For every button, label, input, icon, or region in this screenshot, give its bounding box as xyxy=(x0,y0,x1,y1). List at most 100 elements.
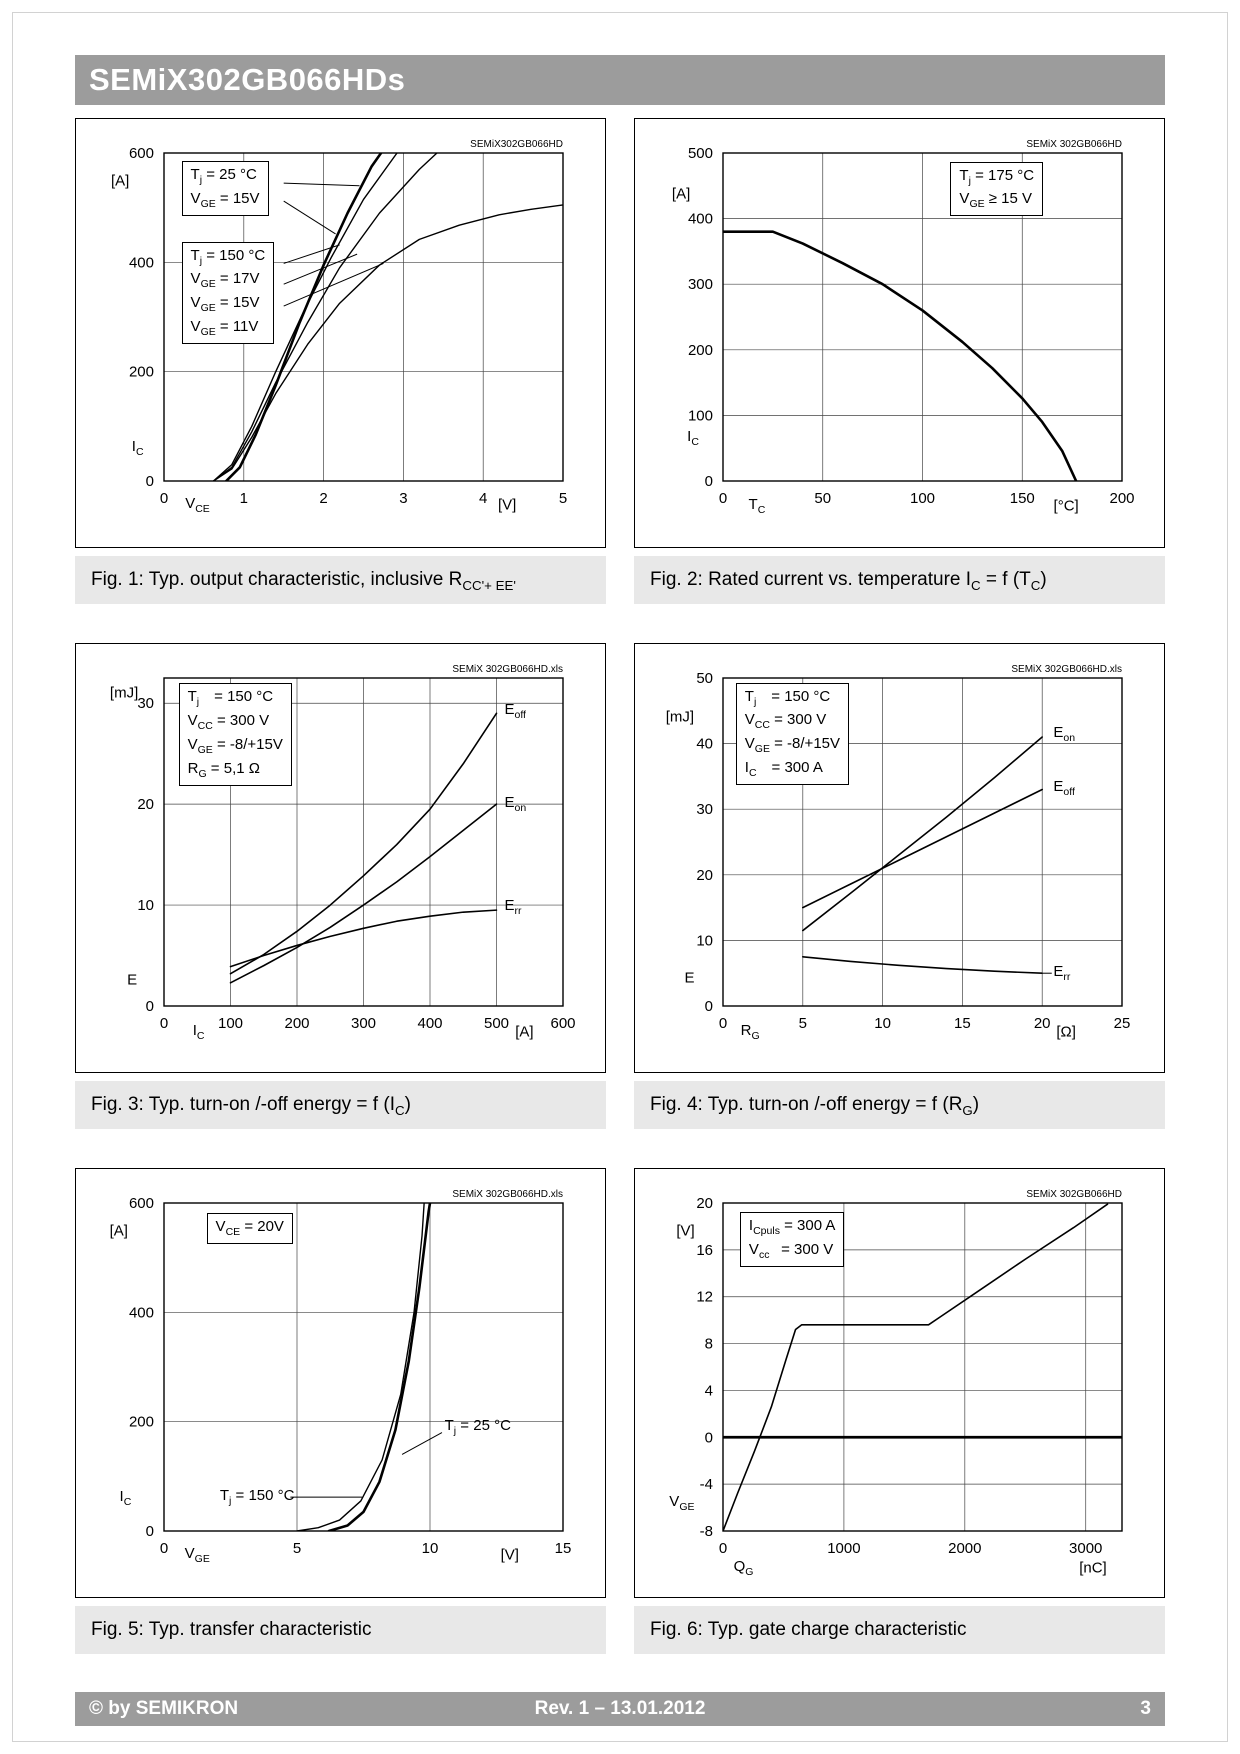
x-tick-label: 100 xyxy=(910,490,935,507)
annotation-line: Tj = 150 °C xyxy=(190,246,266,267)
x-tick-label: 5 xyxy=(293,1540,301,1557)
y-tick-label: 8 xyxy=(705,1336,713,1353)
x-tick-label: 5 xyxy=(559,490,567,507)
annotation-box: Tj = 25 °C VGE = 15V xyxy=(181,161,269,216)
series-err xyxy=(802,955,1044,975)
figure-3-caption: Fig. 3: Typ. turn-on /-off energy = f (I… xyxy=(75,1081,606,1129)
figure-4-caption: Fig. 4: Typ. turn-on /-off energy = f (R… xyxy=(634,1081,1165,1129)
annotation-line: ICpuls = 300 A xyxy=(748,1217,836,1238)
leader-line xyxy=(401,1432,443,1455)
x-tick-label: 2 xyxy=(319,490,327,507)
leader-line xyxy=(283,182,360,187)
annotation-box: Tj = 150 °C VCC = 300 V VGE = -8/+15V IC = … xyxy=(735,682,850,786)
y-quantity: E xyxy=(684,969,695,987)
series-tj150-vge15 xyxy=(212,153,438,481)
annotation-line: VGE = -8/+15V xyxy=(744,735,841,756)
watermark-text: SEMiX 302GB066HD xyxy=(1026,139,1122,150)
annotation-line: Tj = 175 °C xyxy=(959,166,1035,187)
series-eoff xyxy=(229,712,498,975)
x-tick-label: 20 xyxy=(1034,1015,1051,1032)
annotation-line: VGE ≥ 15 V xyxy=(959,190,1033,211)
y-tick-label: 30 xyxy=(137,695,154,712)
x-unit: [A] xyxy=(515,1023,534,1041)
x-tick-label: 400 xyxy=(417,1015,442,1032)
x-quantity: RG xyxy=(740,1021,760,1042)
figure-2: 0 50 100 150 200 0 100 200 300 400 500 SEMiX 302GB0… xyxy=(634,118,1165,604)
x-quantity: IC xyxy=(192,1022,205,1043)
watermark-text: SEMiX 302GB066HD xyxy=(1026,1189,1122,1200)
x-tick-label: 25 xyxy=(1114,1015,1131,1032)
series-eoff xyxy=(802,788,1044,909)
y-unit: [mJ] xyxy=(665,708,695,726)
series-label-eoff: Eoff xyxy=(504,701,526,722)
series-label-eon: Eon xyxy=(504,794,527,815)
y-tick-label: 12 xyxy=(696,1289,713,1306)
series-label-err: Err xyxy=(504,897,522,918)
y-unit: [mJ] xyxy=(109,684,139,702)
plot-border xyxy=(722,152,1123,482)
series-label-err: Err xyxy=(1053,963,1071,984)
series-tj150-vge11 xyxy=(212,204,563,481)
series-tj150-vge17 xyxy=(212,153,398,481)
leader-line xyxy=(283,200,336,235)
chart-switching-energy-vs-rg: 0 5 10 15 20 25 0 10 20 30 40 50 SEMiX 302GB066HD.xl… xyxy=(634,643,1165,1073)
y-tick-label: 20 xyxy=(696,1195,713,1212)
x-tick-label: 1000 xyxy=(827,1540,860,1557)
annotation-line: Vcc = 300 V xyxy=(748,1241,834,1262)
footer-copyright: © by SEMIKRON xyxy=(89,1698,239,1719)
x-tick-label: 4 xyxy=(479,490,487,507)
y-tick-label: 200 xyxy=(688,342,713,359)
curve-label-tj25: Tj = 25 °C xyxy=(444,1417,511,1438)
annotation-box: VCE = 20V xyxy=(206,1212,293,1244)
x-tick-label: 200 xyxy=(284,1015,309,1032)
x-tick-label: 1 xyxy=(240,490,248,507)
y-tick-label: 10 xyxy=(696,932,713,949)
footer-revision: Rev. 1 – 13.01.2012 xyxy=(534,1698,706,1719)
y-tick-label: 0 xyxy=(705,998,713,1015)
y-tick-label: 4 xyxy=(705,1382,713,1399)
x-tick-label: 0 xyxy=(719,1015,727,1032)
annotation-box: Tj = 150 °C VCC = 300 V VGE = -8/+15V RG = … xyxy=(178,683,292,786)
annotation-line: Tj = 150 °C xyxy=(187,688,274,709)
figure-2-caption: Fig. 2: Rated current vs. temperature IC… xyxy=(634,556,1165,604)
x-tick-label: 0 xyxy=(719,1540,727,1557)
x-tick-label: 15 xyxy=(954,1015,971,1032)
x-tick-label: 150 xyxy=(1010,490,1035,507)
figure-5-caption: Fig. 5: Typ. transfer characteristic xyxy=(75,1606,606,1654)
annotation-line: VCC = 300 V xyxy=(187,711,270,732)
leader-line xyxy=(283,253,358,285)
x-unit: [V] xyxy=(500,1546,519,1564)
annotation-line: VCC = 300 V xyxy=(744,711,827,732)
y-tick-label: 400 xyxy=(688,211,713,228)
chart-canvas: 0 1000 2000 3000 -8 -4 0 4 8 12 16 20 SEMiX 302GB066… xyxy=(696,1189,1123,1557)
figure-6-caption: Fig. 6: Typ. gate charge characteristic xyxy=(634,1606,1165,1654)
plot-border xyxy=(163,1202,564,1532)
y-tick-label: 400 xyxy=(129,1304,154,1321)
x-quantity: QG xyxy=(733,1558,754,1579)
annotation-line: RG = 5,1 Ω xyxy=(187,759,260,780)
x-quantity: TC xyxy=(748,495,766,516)
chart-canvas: 0 100 200 300 400 500 600 0 10 20 30 SEMiX 302GB066… xyxy=(137,664,575,1032)
y-tick-label: 100 xyxy=(688,407,713,424)
y-unit: [A] xyxy=(671,185,691,203)
y-tick-label: 20 xyxy=(696,867,713,884)
chart-rated-current-vs-temperature: 0 50 100 150 200 0 100 200 300 400 500 SEMiX 302GB0… xyxy=(634,118,1165,548)
x-tick-label: 15 xyxy=(555,1540,572,1557)
series-ic-vs-tc xyxy=(723,230,1078,481)
watermark-text: SEMiX 302GB066HD.xls xyxy=(1011,664,1122,675)
chart-canvas: 0 1 2 3 4 5 0 200 400 600 SEMiX302GB066HD xyxy=(129,139,567,507)
y-quantity: IC xyxy=(119,1488,132,1509)
y-tick-label: 0 xyxy=(146,473,154,490)
series-gate-charge xyxy=(723,1203,1109,1531)
series-label-eoff: Eoff xyxy=(1053,778,1075,799)
annotation-box: Tj = 150 °C VGE = 17V VGE = 15V VGE = 11V xyxy=(181,241,275,345)
x-tick-label: 500 xyxy=(484,1015,509,1032)
watermark-text: SEMiX302GB066HD xyxy=(470,139,563,150)
series-eon xyxy=(229,803,498,984)
y-unit: [A] xyxy=(109,1222,128,1240)
y-tick-label: 200 xyxy=(129,364,154,381)
device-title: SEMiX302GB066HDs xyxy=(89,62,406,97)
y-tick-label: -4 xyxy=(700,1476,713,1493)
y-tick-label: 0 xyxy=(146,1523,154,1540)
